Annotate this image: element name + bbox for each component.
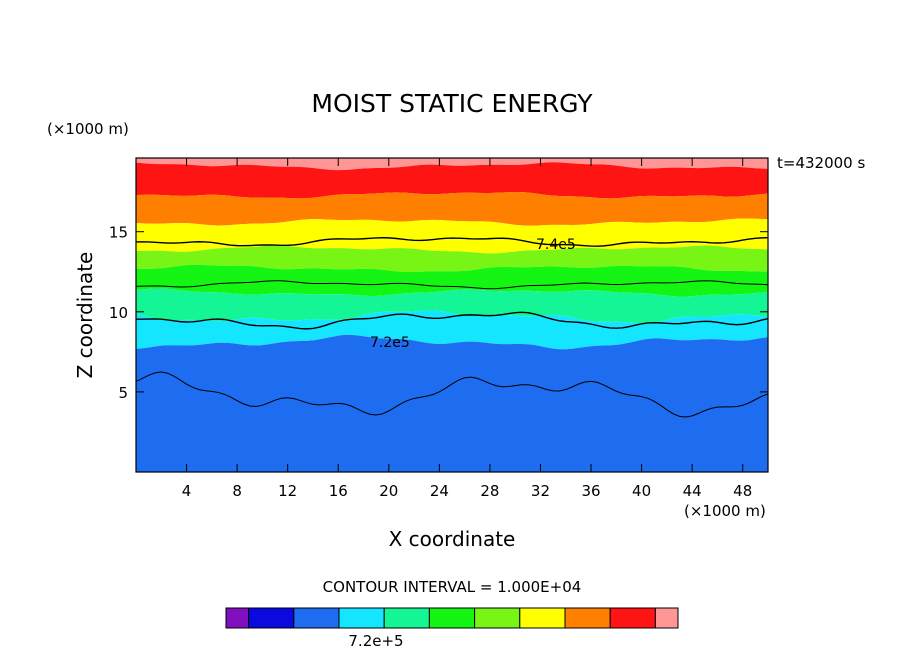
colorbar-swatch-5 (428, 607, 476, 629)
contour-interval-text: CONTOUR INTERVAL = 1.000E+04 (323, 578, 582, 596)
colorbar-label: 7.2e+5 (348, 632, 403, 650)
contour-line-3 (136, 371, 768, 418)
band-2 (136, 191, 768, 226)
x-tick-label-2: 12 (278, 482, 297, 500)
y-axis-label: Z coordinate (73, 252, 97, 379)
contour-line-2 (136, 311, 768, 330)
colorbar-swatch-6 (474, 607, 521, 629)
colorbar (225, 607, 679, 629)
contour-label-7-4e5: 7.4e5 (536, 237, 576, 253)
colour-bands (136, 158, 768, 472)
colorbar-swatch-3 (338, 607, 385, 629)
band-5 (136, 264, 768, 297)
time-label: t=432000 s (777, 154, 865, 172)
contour-line-0 (136, 237, 768, 247)
band-0 (136, 158, 768, 171)
x-tick-label-4: 20 (379, 482, 398, 500)
colorbar-swatch-10 (654, 607, 679, 629)
colorbar-swatch-1 (248, 607, 295, 629)
colorbar-swatch-8 (564, 607, 611, 629)
x-tick-label-6: 28 (480, 482, 499, 500)
colorbar-swatch-7 (519, 607, 566, 629)
x-tick-label-0: 4 (182, 482, 192, 500)
x-axis-label: X coordinate (389, 527, 516, 551)
band-6 (136, 288, 768, 324)
plot-area (136, 158, 768, 472)
band-4 (136, 245, 768, 273)
x-tick-label-3: 16 (329, 482, 348, 500)
contour-line-1 (136, 280, 768, 290)
band-1 (136, 162, 768, 199)
x-tick-label-7: 32 (531, 482, 550, 500)
y-unit-label: (×1000 m) (47, 120, 129, 138)
chart-title: MOIST STATIC ENERGY (311, 89, 593, 118)
x-tick-label-5: 24 (430, 482, 449, 500)
colorbar-swatch-0 (225, 607, 250, 629)
y-tick-label-0: 5 (118, 384, 128, 402)
band-8 (136, 334, 768, 472)
x-tick-label-9: 40 (632, 482, 651, 500)
x-axis-ticks: 4 8 12 16 20 24 28 32 36 40 44 48 (182, 158, 752, 500)
contour-labels: 7.4e5 7.2e5 (370, 237, 576, 351)
y-axis-ticks: 5 10 15 (109, 224, 768, 402)
x-tick-label-10: 44 (683, 482, 702, 500)
y-tick-label-1: 10 (109, 304, 128, 322)
plot-frame (135, 157, 769, 473)
colorbar-swatch-2 (293, 607, 340, 629)
y-tick-label-2: 15 (109, 224, 128, 242)
colorbar-swatch-9 (609, 607, 656, 629)
band-7 (136, 310, 768, 350)
x-tick-label-8: 36 (581, 482, 600, 500)
contour-lines (136, 237, 768, 418)
colorbar-swatch-4 (383, 607, 430, 629)
x-tick-label-11: 48 (733, 482, 752, 500)
contour-label-7-2e5: 7.2e5 (370, 335, 410, 351)
x-unit-label: (×1000 m) (684, 502, 766, 520)
x-tick-label-1: 8 (232, 482, 242, 500)
contour-group (136, 237, 768, 418)
